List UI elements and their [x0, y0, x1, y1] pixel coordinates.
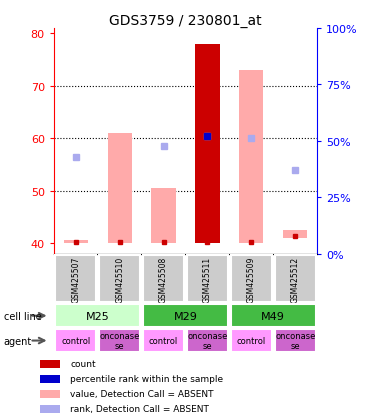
Bar [55, 256, 96, 302]
Bar [231, 329, 272, 352]
Bar [187, 329, 228, 352]
Text: control: control [237, 336, 266, 345]
Text: GSM425508: GSM425508 [159, 256, 168, 302]
Bar [55, 304, 140, 328]
Bar [64, 241, 88, 244]
Bar [283, 230, 307, 238]
Bar [143, 304, 228, 328]
Bar [231, 304, 316, 328]
Text: GSM425510: GSM425510 [115, 256, 124, 302]
Text: value, Detection Call = ABSENT: value, Detection Call = ABSENT [70, 389, 214, 398]
Bar [99, 256, 140, 302]
Text: count: count [70, 359, 96, 368]
Text: agent: agent [4, 336, 32, 346]
Bar [40, 390, 60, 398]
Text: onconase
se: onconase se [275, 331, 315, 350]
Text: M25: M25 [86, 311, 109, 321]
Bar [151, 189, 175, 244]
Text: control: control [149, 336, 178, 345]
Text: onconase
se: onconase se [187, 331, 228, 350]
Text: percentile rank within the sample: percentile rank within the sample [70, 374, 224, 383]
Text: cell line: cell line [4, 311, 42, 321]
Text: GSM425509: GSM425509 [247, 256, 256, 302]
Text: GDS3759 / 230801_at: GDS3759 / 230801_at [109, 14, 262, 28]
Bar [275, 329, 316, 352]
Bar [187, 256, 228, 302]
Text: GSM425507: GSM425507 [71, 256, 80, 302]
Bar [40, 405, 60, 413]
Text: GSM425511: GSM425511 [203, 256, 212, 302]
Bar [40, 360, 60, 368]
Bar [231, 256, 272, 302]
Bar [196, 45, 220, 244]
Text: M29: M29 [174, 311, 197, 321]
Text: rank, Detection Call = ABSENT: rank, Detection Call = ABSENT [70, 404, 209, 413]
Bar [40, 375, 60, 383]
Bar [239, 71, 263, 244]
Text: control: control [61, 336, 91, 345]
Bar [143, 256, 184, 302]
Bar [275, 256, 316, 302]
Bar [108, 133, 132, 244]
Text: M49: M49 [261, 311, 285, 321]
Bar [99, 329, 140, 352]
Bar [55, 329, 96, 352]
Text: onconase
se: onconase se [99, 331, 140, 350]
Bar [143, 329, 184, 352]
Text: GSM425512: GSM425512 [291, 256, 300, 302]
